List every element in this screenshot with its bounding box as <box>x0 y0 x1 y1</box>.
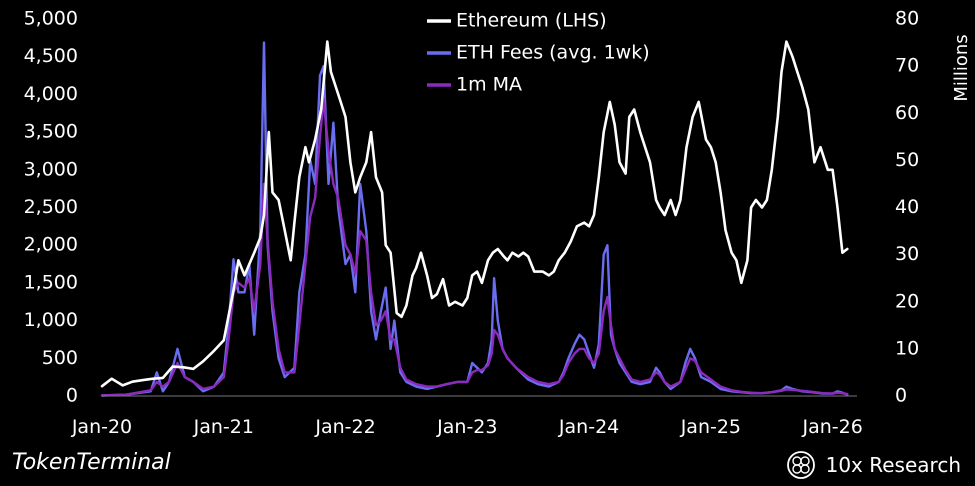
y-right-tick-label: 80 <box>895 8 919 30</box>
x-tick-label: Jan-23 <box>436 416 497 438</box>
x-tick-label: Jan-24 <box>558 416 619 438</box>
y-left-tick-label: 1,000 <box>24 309 78 331</box>
y-right-tick-label: 20 <box>895 290 919 312</box>
y-right-tick-label: 30 <box>895 243 919 265</box>
y-right-axis: 0 10 20 30 40 50 60 70 80 <box>895 8 919 407</box>
y-right-tick-label: 50 <box>895 149 919 171</box>
x-tick-label: Jan-22 <box>314 416 375 438</box>
x-tick-label: Jan-26 <box>801 416 862 438</box>
series-line-1m-ma <box>100 97 849 397</box>
y-left-tick-label: 4,000 <box>24 83 78 105</box>
y-left-axis: 0 500 1,000 1,500 2,000 2,500 3,000 3,500 4,000 4… <box>24 8 78 407</box>
y-left-tick-label: 3,500 <box>24 121 78 143</box>
x-tick-label: Jan-25 <box>680 416 741 438</box>
brand-name: 10x Research <box>825 453 961 477</box>
y-left-tick-label: 2,500 <box>24 196 78 218</box>
y-right-tick-label: 60 <box>895 102 919 124</box>
y-right-tick-label: 0 <box>895 385 907 407</box>
y-left-tick-label: 1,500 <box>24 271 78 293</box>
source-label: TokenTerminal <box>12 450 171 475</box>
y-right-tick-label: 40 <box>895 196 919 218</box>
series-line-ethereum-lhs <box>100 40 849 388</box>
brand-logo-icon <box>786 451 815 479</box>
y-left-tick-label: 500 <box>42 347 78 369</box>
x-tick-label: Jan-21 <box>193 416 254 438</box>
legend-label: 1m MA <box>456 74 522 96</box>
legend-label: ETH Fees (avg. 1wk) <box>456 42 650 64</box>
y-right-tick-label: 70 <box>895 55 919 77</box>
series-line-eth-fees-avg-1wk <box>100 41 849 397</box>
x-tick-label: Jan-20 <box>71 416 132 438</box>
brand: 10x Research <box>786 450 961 480</box>
plot-lines <box>100 40 849 397</box>
y-right-tick-label: 10 <box>895 337 919 359</box>
y-left-tick-label: 2,000 <box>24 234 78 256</box>
y-left-tick-label: 4,500 <box>24 45 78 67</box>
x-axis: Jan-20 Jan-21 Jan-22 Jan-23 Jan-24 Jan-25 Jan-… <box>71 416 863 438</box>
legend-label: Ethereum (LHS) <box>456 10 607 32</box>
legend: Ethereum (LHS) ETH Fees (avg. 1wk) 1m MA <box>427 10 650 96</box>
y-right-axis-label: Millions <box>951 34 972 101</box>
y-left-tick-label: 0 <box>66 385 78 407</box>
y-left-tick-label: 5,000 <box>24 8 78 30</box>
y-left-tick-label: 3,000 <box>24 158 78 180</box>
